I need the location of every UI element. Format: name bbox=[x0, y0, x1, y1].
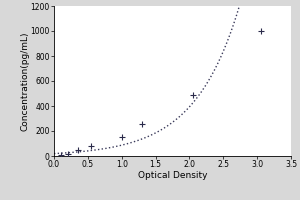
Y-axis label: Concentration(pg/mL): Concentration(pg/mL) bbox=[20, 31, 29, 131]
X-axis label: Optical Density: Optical Density bbox=[138, 171, 207, 180]
